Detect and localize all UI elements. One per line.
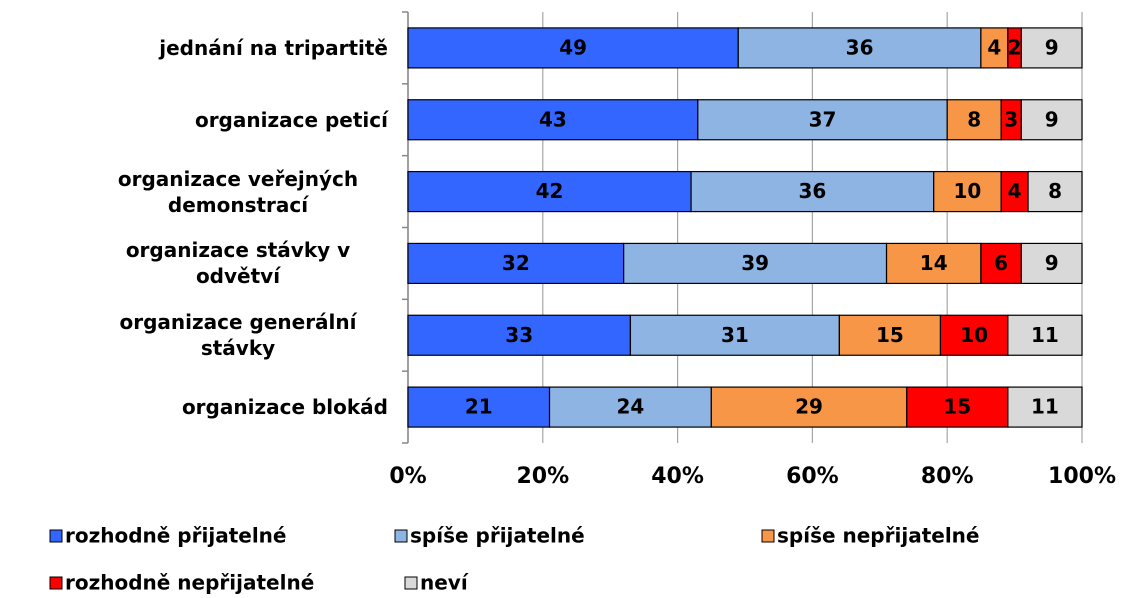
data-label: 11 — [1031, 395, 1059, 419]
bar-segment — [939, 314, 1009, 356]
x-tick-label: 0% — [389, 464, 426, 489]
data-label: 15 — [943, 395, 971, 419]
data-label: 14 — [920, 251, 948, 275]
legend-swatch — [49, 576, 63, 590]
data-label: 21 — [465, 395, 493, 419]
bar-segment — [1020, 242, 1083, 285]
category-label-box: organizace veřejných demonstrací — [0, 156, 388, 228]
data-label: 6 — [994, 251, 1008, 275]
data-label: 9 — [1045, 35, 1059, 59]
data-label: 42 — [536, 179, 564, 203]
legend-label: rozhodně nepřijatelné — [65, 571, 314, 595]
y-tick-label: jednání na tripartitě — [159, 35, 388, 60]
bar-segment — [737, 27, 982, 69]
category-label-box: organizace stávky v odvětví — [0, 227, 388, 299]
data-label: 9 — [1045, 107, 1059, 131]
category-label-box: jednání na tripartitě — [0, 12, 388, 84]
x-tick-label: 60% — [786, 464, 839, 489]
data-label: 10 — [953, 179, 981, 203]
bar-segment — [885, 242, 982, 285]
data-label: 3 — [1004, 107, 1018, 131]
data-label: 4 — [987, 35, 1001, 59]
y-tick-label: organizace blokád — [181, 395, 388, 420]
bar-segment — [1000, 170, 1029, 213]
data-label: 24 — [616, 395, 644, 419]
bar-segment — [629, 314, 840, 356]
bar-segment — [710, 386, 908, 428]
data-label: 11 — [1031, 323, 1059, 347]
bar-segment — [623, 242, 888, 285]
legend-swatch — [394, 529, 408, 543]
data-label: 2 — [1008, 35, 1022, 59]
bar-segment — [1027, 170, 1083, 213]
data-label: 8 — [967, 107, 981, 131]
data-label: 31 — [721, 323, 749, 347]
x-tick-label: 20% — [516, 464, 569, 489]
y-tick-label: organizace stávky v odvětví — [125, 238, 351, 289]
data-label: 8 — [1048, 179, 1062, 203]
data-label: 39 — [741, 251, 769, 275]
data-label: 9 — [1045, 251, 1059, 275]
bar-segment — [407, 99, 699, 141]
legend-label: spíše přijatelné — [410, 524, 585, 548]
bar-segment — [980, 242, 1022, 285]
bar-segment — [407, 242, 625, 285]
bar-segment — [1020, 27, 1083, 69]
data-label: 33 — [505, 323, 533, 347]
bar-segment — [946, 99, 1002, 141]
x-tick-label: 80% — [921, 464, 974, 489]
data-label: 29 — [795, 395, 823, 419]
bar-segment — [933, 170, 1002, 213]
y-tick-label: organizace peticí — [194, 107, 388, 132]
x-tick-label: 40% — [651, 464, 704, 489]
bar-segment — [1007, 386, 1083, 428]
category-label-box: organizace generální stávky — [0, 299, 388, 371]
legend-swatch — [404, 576, 418, 590]
legend-label: spíše nepřijatelné — [777, 524, 979, 548]
data-label: 36 — [846, 35, 874, 59]
data-label: 10 — [960, 323, 988, 347]
bar-segment — [407, 314, 632, 356]
legend-swatch — [49, 529, 63, 543]
bar-segment — [690, 170, 935, 213]
category-label-box: organizace peticí — [0, 84, 388, 156]
data-label: 32 — [502, 251, 530, 275]
data-label: 43 — [539, 107, 567, 131]
bar-segment — [407, 386, 551, 428]
data-label: 37 — [809, 107, 837, 131]
y-tick-label: organizace generální stávky — [119, 310, 357, 361]
legend-swatch — [761, 529, 775, 543]
data-label: 4 — [1008, 179, 1022, 203]
bar-segment — [1007, 314, 1083, 356]
bar-segment — [906, 386, 1009, 428]
bar-segment — [407, 27, 739, 69]
bar-segment — [1020, 99, 1083, 141]
bar-segment — [548, 386, 712, 428]
bar-segment — [838, 314, 942, 356]
data-label: 36 — [798, 179, 826, 203]
category-label-box: organizace blokád — [0, 371, 388, 443]
legend-label: rozhodně přijatelné — [65, 524, 286, 548]
bar-segment — [697, 99, 948, 141]
x-tick-label: 100% — [1048, 464, 1116, 489]
data-label: 15 — [876, 323, 904, 347]
bar-segment — [980, 27, 1009, 69]
y-tick-label: organizace veřejných demonstrací — [117, 166, 359, 217]
data-label: 49 — [559, 35, 587, 59]
legend-label: neví — [420, 571, 469, 595]
